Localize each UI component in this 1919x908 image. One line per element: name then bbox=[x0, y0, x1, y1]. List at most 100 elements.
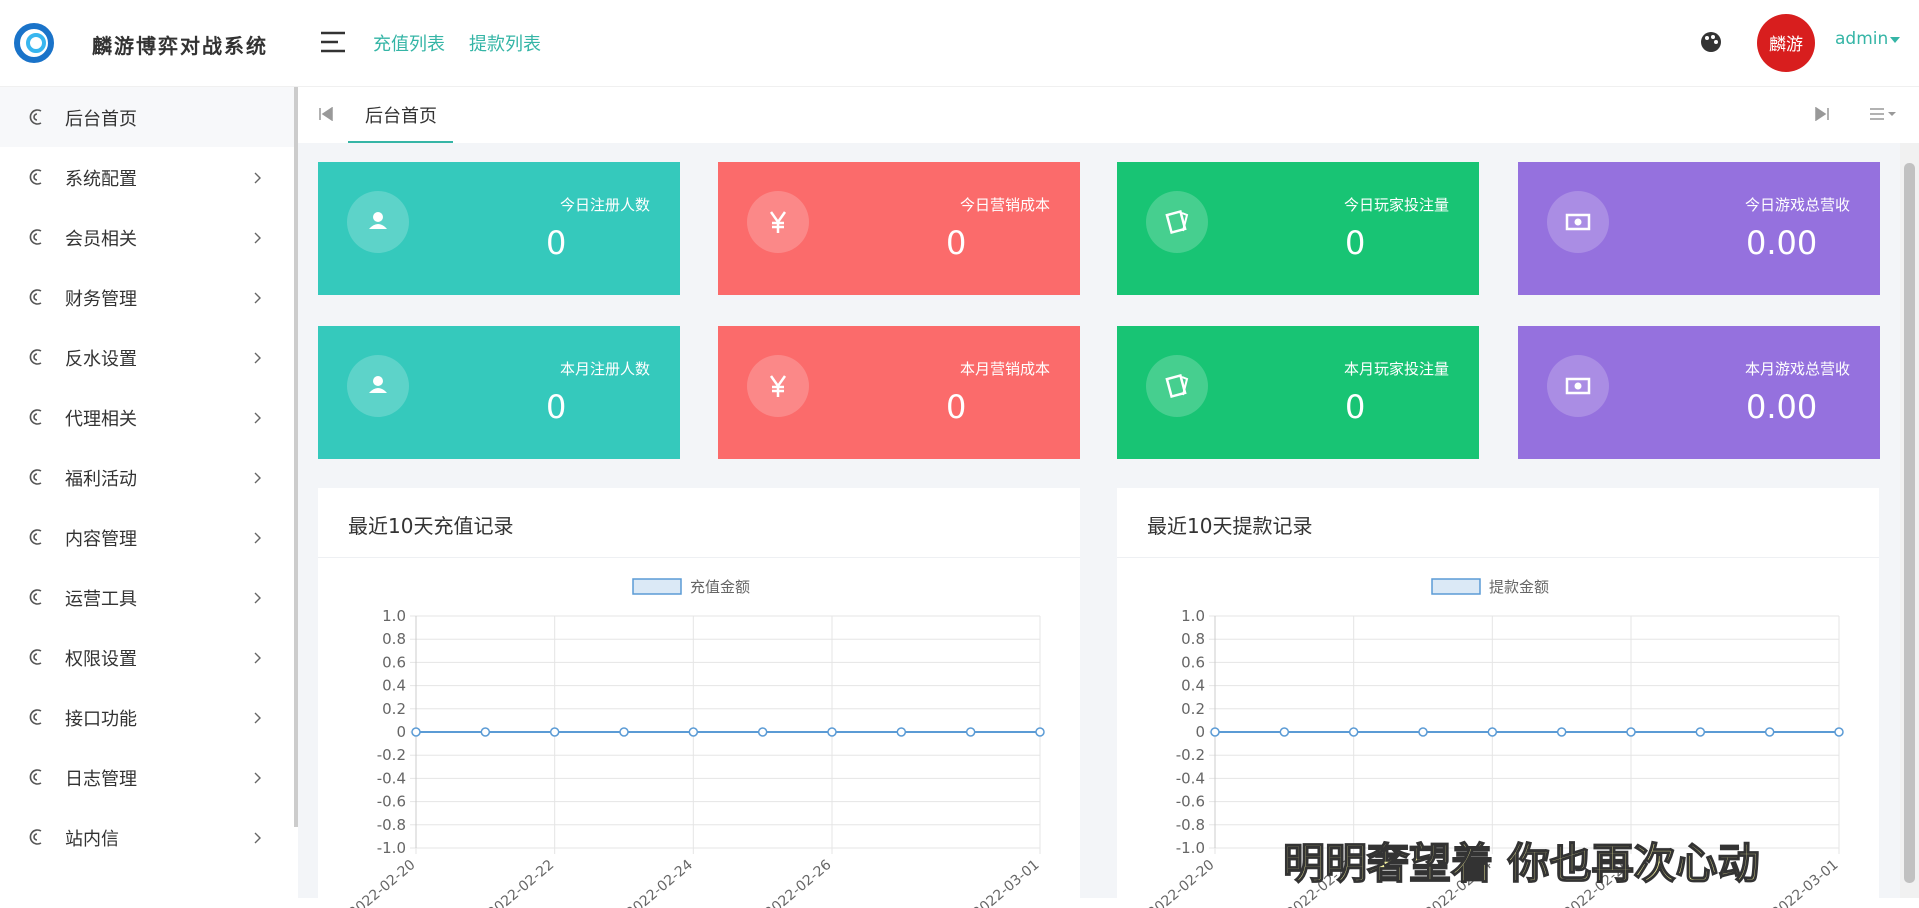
menu-item[interactable]: 福利活动 bbox=[0, 447, 298, 507]
stat-card: 本月游戏总营收 0.00 bbox=[1518, 326, 1880, 459]
icon-shape bbox=[33, 773, 38, 781]
menu-item[interactable]: 权限设置 bbox=[0, 627, 298, 687]
header-link[interactable]: 充值列表 bbox=[373, 34, 445, 55]
y-tick-label: 0.2 bbox=[382, 700, 406, 718]
icon-shape bbox=[33, 233, 38, 241]
menu-item[interactable]: 会员相关 bbox=[0, 207, 298, 267]
y-tick-label: 0.6 bbox=[382, 653, 406, 671]
stat-label: 本月游戏总营收 bbox=[1744, 360, 1850, 378]
user-menu[interactable]: admin bbox=[1835, 29, 1889, 49]
menu-arrow bbox=[254, 172, 261, 184]
stat-icon bbox=[347, 191, 409, 253]
menu-toggle[interactable] bbox=[320, 31, 346, 53]
chart-title: 最近10天充值记录 bbox=[348, 514, 514, 538]
menu-icon bbox=[29, 529, 42, 545]
menu-arrow bbox=[254, 832, 261, 844]
stat-icon bbox=[1547, 355, 1609, 417]
avatar[interactable]: 麟游 bbox=[1756, 13, 1816, 73]
menu-icon bbox=[29, 409, 42, 425]
y-tick-label: -0.6 bbox=[377, 793, 406, 811]
icon-shape bbox=[33, 713, 38, 721]
arrow bbox=[254, 232, 261, 244]
icon-shape bbox=[769, 375, 787, 397]
point bbox=[1279, 727, 1290, 737]
arrow bbox=[254, 472, 261, 484]
arrow bbox=[254, 352, 261, 364]
y-tick-label: 0.4 bbox=[382, 677, 406, 695]
menu-item[interactable]: 日志管理 bbox=[0, 747, 298, 807]
icon-shape bbox=[29, 349, 42, 365]
point bbox=[688, 727, 699, 737]
icon-shape bbox=[29, 169, 42, 185]
menu-item[interactable]: 财务管理 bbox=[0, 267, 298, 327]
logo bbox=[14, 23, 54, 63]
chart-title: 最近10天提款记录 bbox=[1147, 514, 1313, 538]
point bbox=[549, 727, 560, 737]
y-tick-label: -0.4 bbox=[1176, 769, 1205, 787]
menu-item[interactable]: 系统配置 bbox=[0, 147, 298, 207]
menu-arrow bbox=[254, 772, 261, 784]
stat-value: 0 bbox=[546, 388, 567, 426]
icon-shape bbox=[33, 113, 38, 121]
arrow bbox=[254, 292, 261, 304]
icon-shape bbox=[33, 353, 38, 361]
menu-arrow bbox=[254, 532, 261, 544]
tab-underline bbox=[348, 141, 453, 143]
point bbox=[965, 727, 976, 737]
menu-item[interactable]: 站内信 bbox=[0, 807, 298, 867]
tab-next[interactable] bbox=[1814, 107, 1830, 121]
y-tick-label: -0.2 bbox=[1176, 746, 1205, 764]
menu-icon bbox=[29, 649, 42, 665]
menu-label: 日志管理 bbox=[65, 769, 137, 790]
y-tick-label: 1.0 bbox=[382, 607, 406, 625]
y-tick-label: -1.0 bbox=[377, 839, 406, 857]
stat-value: 0 bbox=[546, 224, 567, 262]
icon-shape bbox=[1165, 209, 1187, 235]
theme-icon[interactable] bbox=[1699, 30, 1723, 54]
icon-shape bbox=[29, 289, 42, 305]
stat-icon bbox=[747, 355, 809, 417]
tab-prev[interactable] bbox=[318, 107, 334, 121]
arrow bbox=[254, 172, 261, 184]
point bbox=[411, 727, 421, 737]
stat-label: 本月营销成本 bbox=[959, 360, 1050, 378]
icon-shape bbox=[1574, 382, 1582, 390]
point bbox=[896, 727, 907, 737]
icon-shape bbox=[1565, 213, 1591, 231]
stat-label: 今日游戏总营收 bbox=[1744, 196, 1850, 214]
y-tick-label: 0 bbox=[1195, 723, 1205, 741]
menu-label: 权限设置 bbox=[65, 649, 137, 670]
menu-item[interactable]: 运营工具 bbox=[0, 567, 298, 627]
y-tick-label: 0 bbox=[396, 723, 406, 741]
y-tick-label: -0.2 bbox=[377, 746, 406, 764]
icon-shape bbox=[373, 212, 383, 222]
stat-label: 本月注册人数 bbox=[559, 360, 650, 378]
icon-shape bbox=[1181, 212, 1189, 232]
y-tick-label: 1.0 bbox=[1181, 607, 1205, 625]
menu-item[interactable]: 后台首页 bbox=[0, 87, 298, 147]
menu-arrow bbox=[254, 232, 261, 244]
tab-menu[interactable] bbox=[1870, 107, 1900, 121]
menu-item[interactable]: 代理相关 bbox=[0, 387, 298, 447]
y-tick-label: 0.4 bbox=[1181, 677, 1205, 695]
menu-item[interactable]: 反水设置 bbox=[0, 327, 298, 387]
menu-arrow bbox=[254, 292, 261, 304]
avatar-text: 麟游 bbox=[1769, 35, 1803, 55]
menu-label: 运营工具 bbox=[65, 589, 137, 610]
menu-label: 福利活动 bbox=[65, 469, 137, 490]
menu-arrow bbox=[254, 472, 261, 484]
icon-shape bbox=[33, 173, 38, 181]
content: 今日注册人数 0 今日营销成本 0 今日玩家投注量 0 今日游戏总营收 0.00 本月注册人数 0… bbox=[298, 143, 1900, 908]
menu-item[interactable]: 接口功能 bbox=[0, 687, 298, 747]
menu-label: 代理相关 bbox=[65, 409, 137, 430]
stat-label: 今日玩家投注量 bbox=[1343, 196, 1449, 214]
menu-item[interactable]: 内容管理 bbox=[0, 507, 298, 567]
menu-label: 接口功能 bbox=[65, 709, 137, 730]
point bbox=[1418, 727, 1428, 737]
header-link[interactable]: 提款列表 bbox=[469, 34, 541, 55]
menu-icon bbox=[29, 109, 42, 125]
stat-label: 本月玩家投注量 bbox=[1343, 360, 1449, 378]
icon-shape bbox=[1565, 377, 1591, 395]
tab[interactable]: 后台首页 bbox=[365, 106, 437, 127]
